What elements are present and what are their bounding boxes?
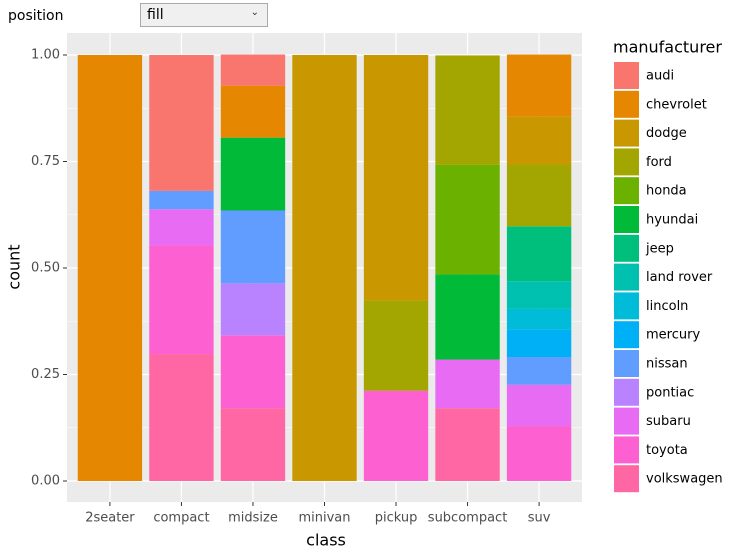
bar-segment: [149, 209, 214, 246]
bar-segment: [506, 384, 572, 427]
legend-swatch: [614, 407, 639, 435]
x-tick-label: 2seater: [85, 511, 135, 526]
bar-segment: [149, 190, 214, 210]
y-tick-label: 0.25: [31, 367, 60, 382]
bar-segment: [363, 390, 429, 481]
bar-segment: [435, 359, 500, 409]
x-tick-label: suv: [528, 511, 551, 526]
legend-swatch: [614, 177, 639, 205]
y-axis-label: count: [5, 244, 24, 289]
y-tick-label: 0.00: [31, 474, 60, 489]
bar-segment: [506, 116, 572, 165]
legend-label: nissan: [646, 357, 688, 372]
x-axis-label: class: [306, 531, 346, 550]
bar-segment: [435, 55, 500, 165]
bar-segment: [220, 408, 286, 481]
legend-swatch: [614, 148, 639, 176]
legend-label: toyota: [646, 443, 688, 458]
bar-segment: [435, 408, 500, 481]
x-tick-label: minivan: [298, 511, 350, 526]
legend-label: mercury: [646, 328, 700, 343]
legend-label: hyundai: [646, 213, 698, 228]
bar-segment: [220, 54, 286, 86]
legend-label: volkswagen: [646, 472, 723, 487]
legend-swatch: [614, 321, 639, 349]
bar-segment: [149, 55, 214, 191]
legend-label: subaru: [646, 414, 691, 429]
legend-swatch: [614, 119, 639, 147]
bar-segment: [149, 354, 214, 481]
legend-swatch: [614, 62, 639, 89]
bar-segment: [220, 283, 286, 336]
legend-swatch: [614, 378, 639, 406]
legend-swatch: [614, 90, 639, 118]
legend-label: dodge: [646, 126, 687, 141]
y-tick-label: 1.00: [31, 48, 60, 63]
y-tick-label: 0.75: [31, 154, 60, 169]
bar-segment: [292, 55, 357, 481]
select-value: fill: [147, 7, 164, 23]
y-tick-label: 0.50: [31, 261, 60, 276]
bar-segment: [435, 164, 500, 275]
bar-segment: [506, 226, 572, 282]
legend-label: land rover: [646, 270, 713, 285]
bar-segment: [506, 357, 572, 385]
bar-segment: [363, 55, 429, 301]
control-label: position: [8, 8, 64, 24]
legend-title: manufacturer: [613, 38, 722, 57]
bar-segment: [506, 426, 572, 481]
legend-label: audi: [646, 69, 674, 84]
legend-swatch: [614, 465, 639, 493]
legend-swatch: [614, 206, 639, 233]
bar-segment: [149, 245, 214, 355]
position-select[interactable]: fill ⌄: [140, 3, 268, 27]
legend-swatch: [614, 436, 639, 464]
legend-label: pontiac: [646, 385, 694, 400]
bar-segment: [363, 300, 429, 391]
bar-segment: [220, 137, 286, 211]
legend-swatch: [614, 292, 639, 320]
bar-segment: [435, 274, 500, 360]
x-tick-label: compact: [153, 511, 209, 526]
legend-swatch: [614, 350, 639, 377]
bar-segment: [220, 85, 286, 138]
bar-segment: [506, 54, 572, 117]
bar-segment: [77, 55, 143, 481]
bar-segment: [506, 164, 572, 227]
x-tick-label: midsize: [228, 511, 278, 526]
bar-segment: [506, 281, 572, 309]
legend-label: ford: [646, 155, 672, 170]
bar-segment: [220, 210, 286, 284]
legend-label: honda: [646, 184, 687, 199]
bar-segment: [506, 308, 572, 330]
legend-swatch: [614, 263, 639, 291]
bar-segment: [220, 335, 286, 409]
legend-label: lincoln: [646, 299, 688, 314]
legend-label: jeep: [645, 241, 674, 256]
select-arrow: ⌄: [250, 7, 259, 18]
bar-segment: [506, 329, 572, 358]
legend-label: chevrolet: [646, 97, 707, 112]
legend-swatch: [614, 234, 639, 262]
x-tick-label: pickup: [375, 511, 418, 526]
x-tick-label: subcompact: [428, 511, 508, 526]
